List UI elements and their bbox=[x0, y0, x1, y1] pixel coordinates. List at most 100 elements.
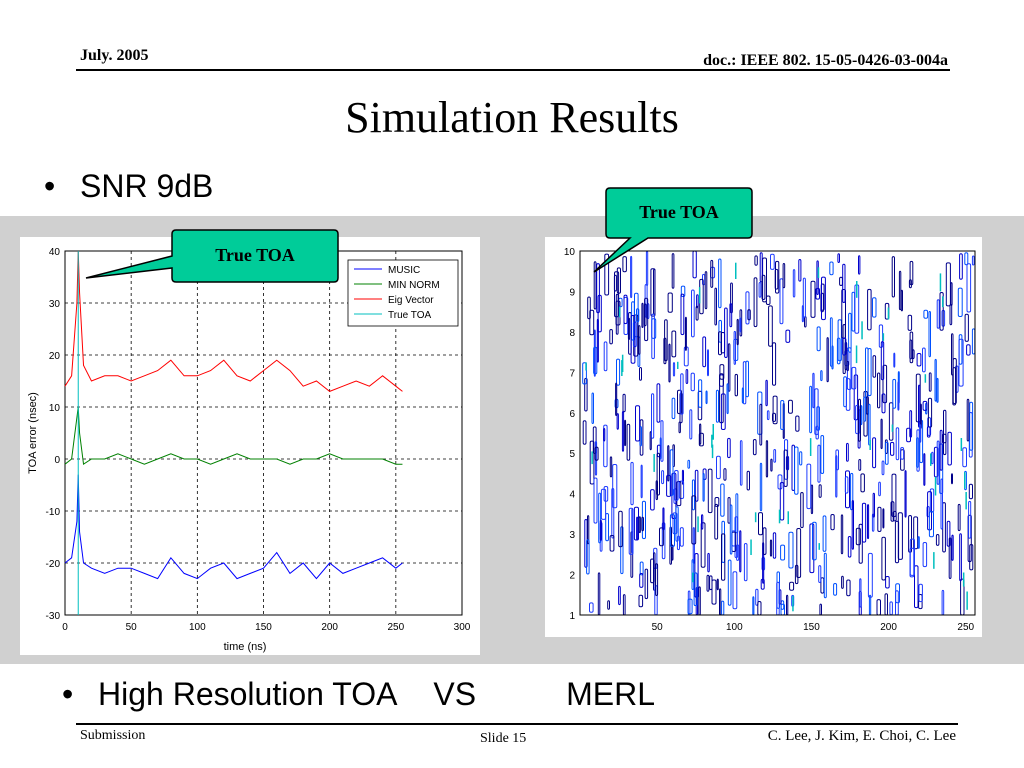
heatmap-contour-mark bbox=[799, 451, 803, 466]
heatmap-contour-mark bbox=[939, 292, 944, 331]
heatmap-contour-mark bbox=[778, 509, 781, 524]
heatmap-contour-mark bbox=[714, 497, 720, 507]
heatmap-contour-mark bbox=[741, 387, 744, 404]
heatmap-contour-mark bbox=[586, 539, 590, 575]
heatmap-contour-mark bbox=[933, 552, 935, 569]
heatmap-contour-mark bbox=[796, 528, 802, 578]
heatmap-contour-mark bbox=[957, 287, 963, 317]
heatmap-contour-mark bbox=[830, 514, 835, 531]
heatmap-contour-mark bbox=[603, 341, 608, 372]
heatmap-contour-mark bbox=[877, 506, 882, 532]
bullet-snr-text: SNR 9dB bbox=[80, 168, 214, 204]
heatmap-contour-mark bbox=[918, 583, 923, 603]
heatmap-contour-mark bbox=[653, 552, 656, 591]
heatmap-contour-mark bbox=[917, 536, 920, 549]
heatmap-contour-mark bbox=[716, 578, 719, 591]
heatmap-y-tick-label: 6 bbox=[569, 409, 575, 420]
legend: MUSIC MIN NORM Eig Vector True TOA bbox=[347, 259, 459, 327]
heatmap-contour-mark bbox=[718, 258, 722, 309]
series-line-min-norm bbox=[64, 406, 403, 466]
header-document-id: doc.: IEEE 802. 15-05-0426-03-004a bbox=[703, 52, 948, 69]
heatmap-contour-mark bbox=[846, 442, 849, 462]
heatmap-contour-mark bbox=[861, 502, 867, 543]
y-tick-label: 30 bbox=[49, 299, 61, 310]
y-axis-label: TOA error (nsec) bbox=[27, 392, 39, 474]
heatmap-contour-mark bbox=[809, 385, 813, 434]
heatmap-contour-mark bbox=[867, 288, 872, 331]
heatmap-contour-mark bbox=[928, 511, 934, 538]
heatmap-contour-mark bbox=[836, 337, 841, 365]
heatmap-x-tick-label: 250 bbox=[957, 622, 974, 633]
heatmap-contour-mark bbox=[704, 271, 708, 310]
heatmap-contour-mark bbox=[768, 305, 773, 347]
heatmap-contour-mark bbox=[706, 574, 710, 592]
heatmap-contour-mark bbox=[844, 476, 849, 494]
heatmap-contour-mark bbox=[711, 434, 713, 448]
heatmap-contour-mark bbox=[641, 302, 644, 329]
heatmap-contour-mark bbox=[678, 480, 685, 500]
heatmap-contour-mark bbox=[636, 516, 639, 541]
heatmap-contour-mark bbox=[823, 552, 827, 599]
heatmap-contour-mark bbox=[895, 427, 900, 461]
heatmap-contour-mark bbox=[861, 321, 863, 340]
heatmap-contour-mark bbox=[609, 456, 613, 478]
heatmap-contours bbox=[582, 250, 976, 616]
heatmap-contour-mark bbox=[644, 568, 649, 600]
y-tick-label: -20 bbox=[46, 559, 61, 570]
heatmap-contour-mark bbox=[720, 483, 725, 517]
bullet-snr: • SNR 9dB bbox=[44, 168, 213, 205]
heatmap-contour-mark bbox=[687, 598, 693, 615]
heatmap-contour-mark bbox=[633, 506, 640, 541]
heatmap-contour-mark bbox=[909, 538, 915, 576]
heatmap-contour-mark bbox=[858, 255, 861, 275]
heatmap-contour-mark bbox=[712, 424, 714, 440]
heatmap-contour-mark bbox=[754, 255, 758, 266]
heatmap-contour-mark bbox=[926, 426, 931, 438]
heatmap-contour-mark bbox=[732, 571, 738, 610]
x-tick-label: 100 bbox=[189, 622, 206, 633]
heatmap-contour-mark bbox=[599, 519, 602, 541]
heatmap-contour-mark bbox=[591, 451, 593, 465]
heatmap-contour-mark bbox=[848, 312, 852, 353]
heatmap-contour-mark bbox=[782, 263, 786, 289]
heatmap-contour-mark bbox=[833, 583, 838, 596]
heatmap-contour-mark bbox=[951, 534, 954, 561]
heatmap-contour-mark bbox=[630, 315, 636, 364]
callout-right-shape bbox=[593, 187, 753, 273]
heatmap-contour-mark bbox=[755, 588, 759, 606]
heatmap-contour-mark bbox=[752, 439, 757, 456]
heatmap-y-tick-label: 2 bbox=[569, 571, 575, 582]
heatmap-contour-mark bbox=[736, 544, 740, 561]
heatmap-contour-mark bbox=[715, 389, 719, 423]
heatmap-contour-mark bbox=[846, 579, 851, 597]
heatmap-contour-mark bbox=[626, 423, 631, 461]
heatmap-contour-mark bbox=[651, 393, 655, 439]
heatmap-contour-mark bbox=[753, 277, 758, 328]
heatmap-contour-mark bbox=[855, 404, 860, 435]
heatmap-contour-mark bbox=[710, 259, 714, 288]
heatmap-contour-mark bbox=[806, 463, 812, 510]
heatmap-contour-mark bbox=[783, 449, 788, 487]
heatmap-contour-mark bbox=[820, 370, 823, 382]
heatmap-contour-mark bbox=[785, 329, 791, 343]
heatmap-contour-mark bbox=[888, 402, 894, 441]
footer-submission: Submission bbox=[80, 728, 146, 743]
heatmap-contour-mark bbox=[729, 303, 733, 328]
heatmap-contour-mark bbox=[684, 316, 687, 351]
heatmap-contour-mark bbox=[698, 379, 703, 408]
heatmap-contour-mark bbox=[775, 260, 780, 294]
heatmap-contour-mark bbox=[694, 469, 699, 502]
heatmap-contour-mark bbox=[659, 527, 664, 547]
heatmap-contour-mark bbox=[587, 296, 591, 320]
heatmap-contour-mark bbox=[891, 424, 894, 432]
heatmap-contour-mark bbox=[867, 504, 870, 540]
heatmap-contour-mark bbox=[695, 305, 699, 321]
heatmap-contour-mark bbox=[851, 500, 855, 550]
heatmap-contour-mark bbox=[772, 532, 777, 559]
heatmap-contour-mark bbox=[891, 473, 897, 518]
heatmap-y-tick-label: 7 bbox=[569, 368, 575, 379]
heatmap-contour-mark bbox=[952, 367, 957, 406]
series-line-eig-vector bbox=[64, 250, 403, 392]
heatmap-contour-mark bbox=[909, 339, 913, 360]
